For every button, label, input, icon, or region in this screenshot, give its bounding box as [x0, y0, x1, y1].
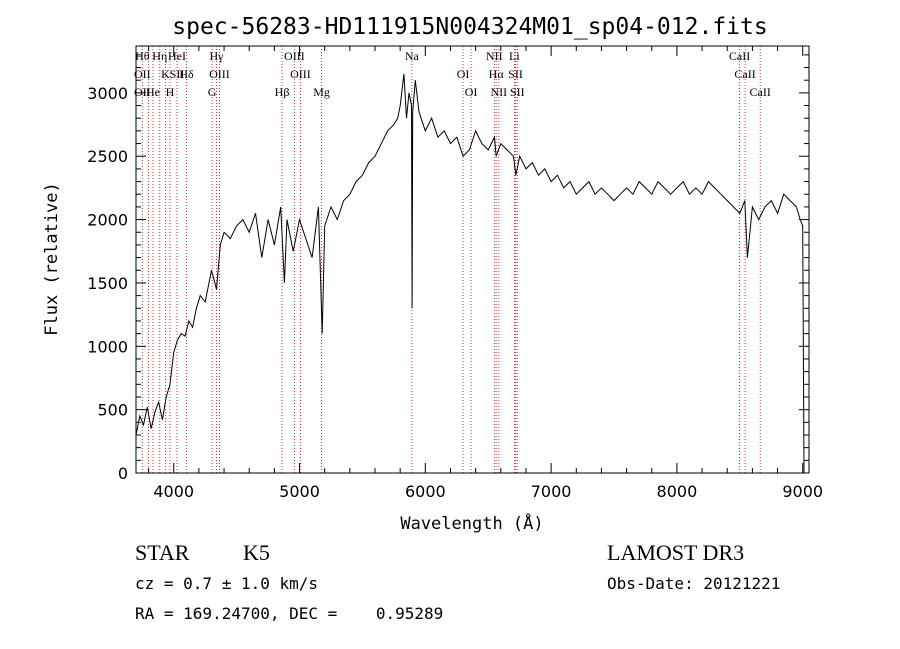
line-marker-label: OII — [134, 67, 151, 81]
line-marker-label: OIII — [290, 67, 311, 81]
x-tick-label: 4000 — [153, 482, 194, 501]
line-marker-label: Hη — [152, 49, 167, 63]
line-marker-label: CaII — [750, 85, 771, 99]
object-class: STAR — [135, 540, 190, 565]
plot-frame — [135, 45, 810, 474]
line-markers — [141, 46, 761, 473]
y-tick-label: 2500 — [87, 147, 128, 166]
line-marker-label: CaII — [729, 49, 750, 63]
y-tick-label: 1000 — [87, 337, 128, 356]
x-tick-label: 8000 — [657, 482, 698, 501]
y-tick-label: 0 — [118, 464, 128, 483]
line-marker-label: OIII — [284, 49, 305, 63]
spectrum-line — [135, 73, 805, 474]
line-marker-label: K — [161, 67, 170, 81]
chart-title: spec-56283-HD111915N004324M01_sp04-012.f… — [172, 14, 767, 40]
y-tick-label: 1500 — [87, 274, 128, 293]
x-tick-label: 5000 — [279, 482, 320, 501]
line-marker-label: Hα — [489, 67, 505, 81]
line-marker-label: SII — [170, 67, 185, 81]
y-tick-label: 500 — [97, 401, 128, 420]
line-marker-label: NII — [486, 49, 503, 63]
line-marker-label: OI — [457, 67, 470, 81]
line-marker-label: CaII — [734, 67, 755, 81]
obs-date: Obs-Date: 20121221 — [607, 574, 780, 593]
line-marker-label: Hβ — [275, 85, 290, 99]
line-marker-labels: HθOIIOIIHeHηKHHeISIIHδGHγOIIIHβOIIIOIIIM… — [134, 49, 771, 99]
line-marker-label: Hγ — [210, 49, 225, 63]
line-marker-label: OI — [465, 85, 478, 99]
line-marker-label: H — [166, 85, 175, 99]
line-marker-label: OII — [134, 85, 151, 99]
line-marker-label: Li — [509, 49, 520, 63]
y-axis-ticks: 0 500 1000 1500 2000 2500 3000 — [87, 54, 809, 483]
y-tick-label: 2000 — [87, 211, 128, 230]
line-marker-label: OIII — [209, 67, 230, 81]
line-marker-label: Mg — [313, 85, 330, 99]
line-marker-label: Na — [405, 49, 420, 63]
line-marker-label: HeI — [168, 49, 186, 63]
coordinates-text: RA = 169.24700, DEC = 0.95289 — [135, 604, 443, 623]
line-marker-label: SII — [510, 85, 525, 99]
x-tick-label: 9000 — [782, 482, 823, 501]
line-marker-label: NII — [490, 85, 507, 99]
redshift-text: cz = 0.7 ± 1.0 km/s — [135, 574, 318, 593]
survey-label: LAMOST DR3 — [607, 540, 744, 565]
line-marker-label: Hθ — [135, 49, 150, 63]
y-tick-label: 3000 — [87, 84, 128, 103]
x-axis-ticks: 4000 5000 6000 7000 8000 9000 — [148, 46, 823, 501]
x-tick-label: 6000 — [405, 482, 446, 501]
x-tick-label: 7000 — [531, 482, 572, 501]
y-axis-label: Flux (relative) — [42, 182, 62, 336]
object-subclass: K5 — [243, 540, 270, 565]
line-marker-label: SII — [508, 67, 523, 81]
x-axis-label: Wavelength (Å) — [400, 512, 543, 534]
line-marker-label: He — [146, 85, 160, 99]
line-marker-label: Hδ — [179, 67, 194, 81]
line-marker-label: G — [208, 85, 217, 99]
